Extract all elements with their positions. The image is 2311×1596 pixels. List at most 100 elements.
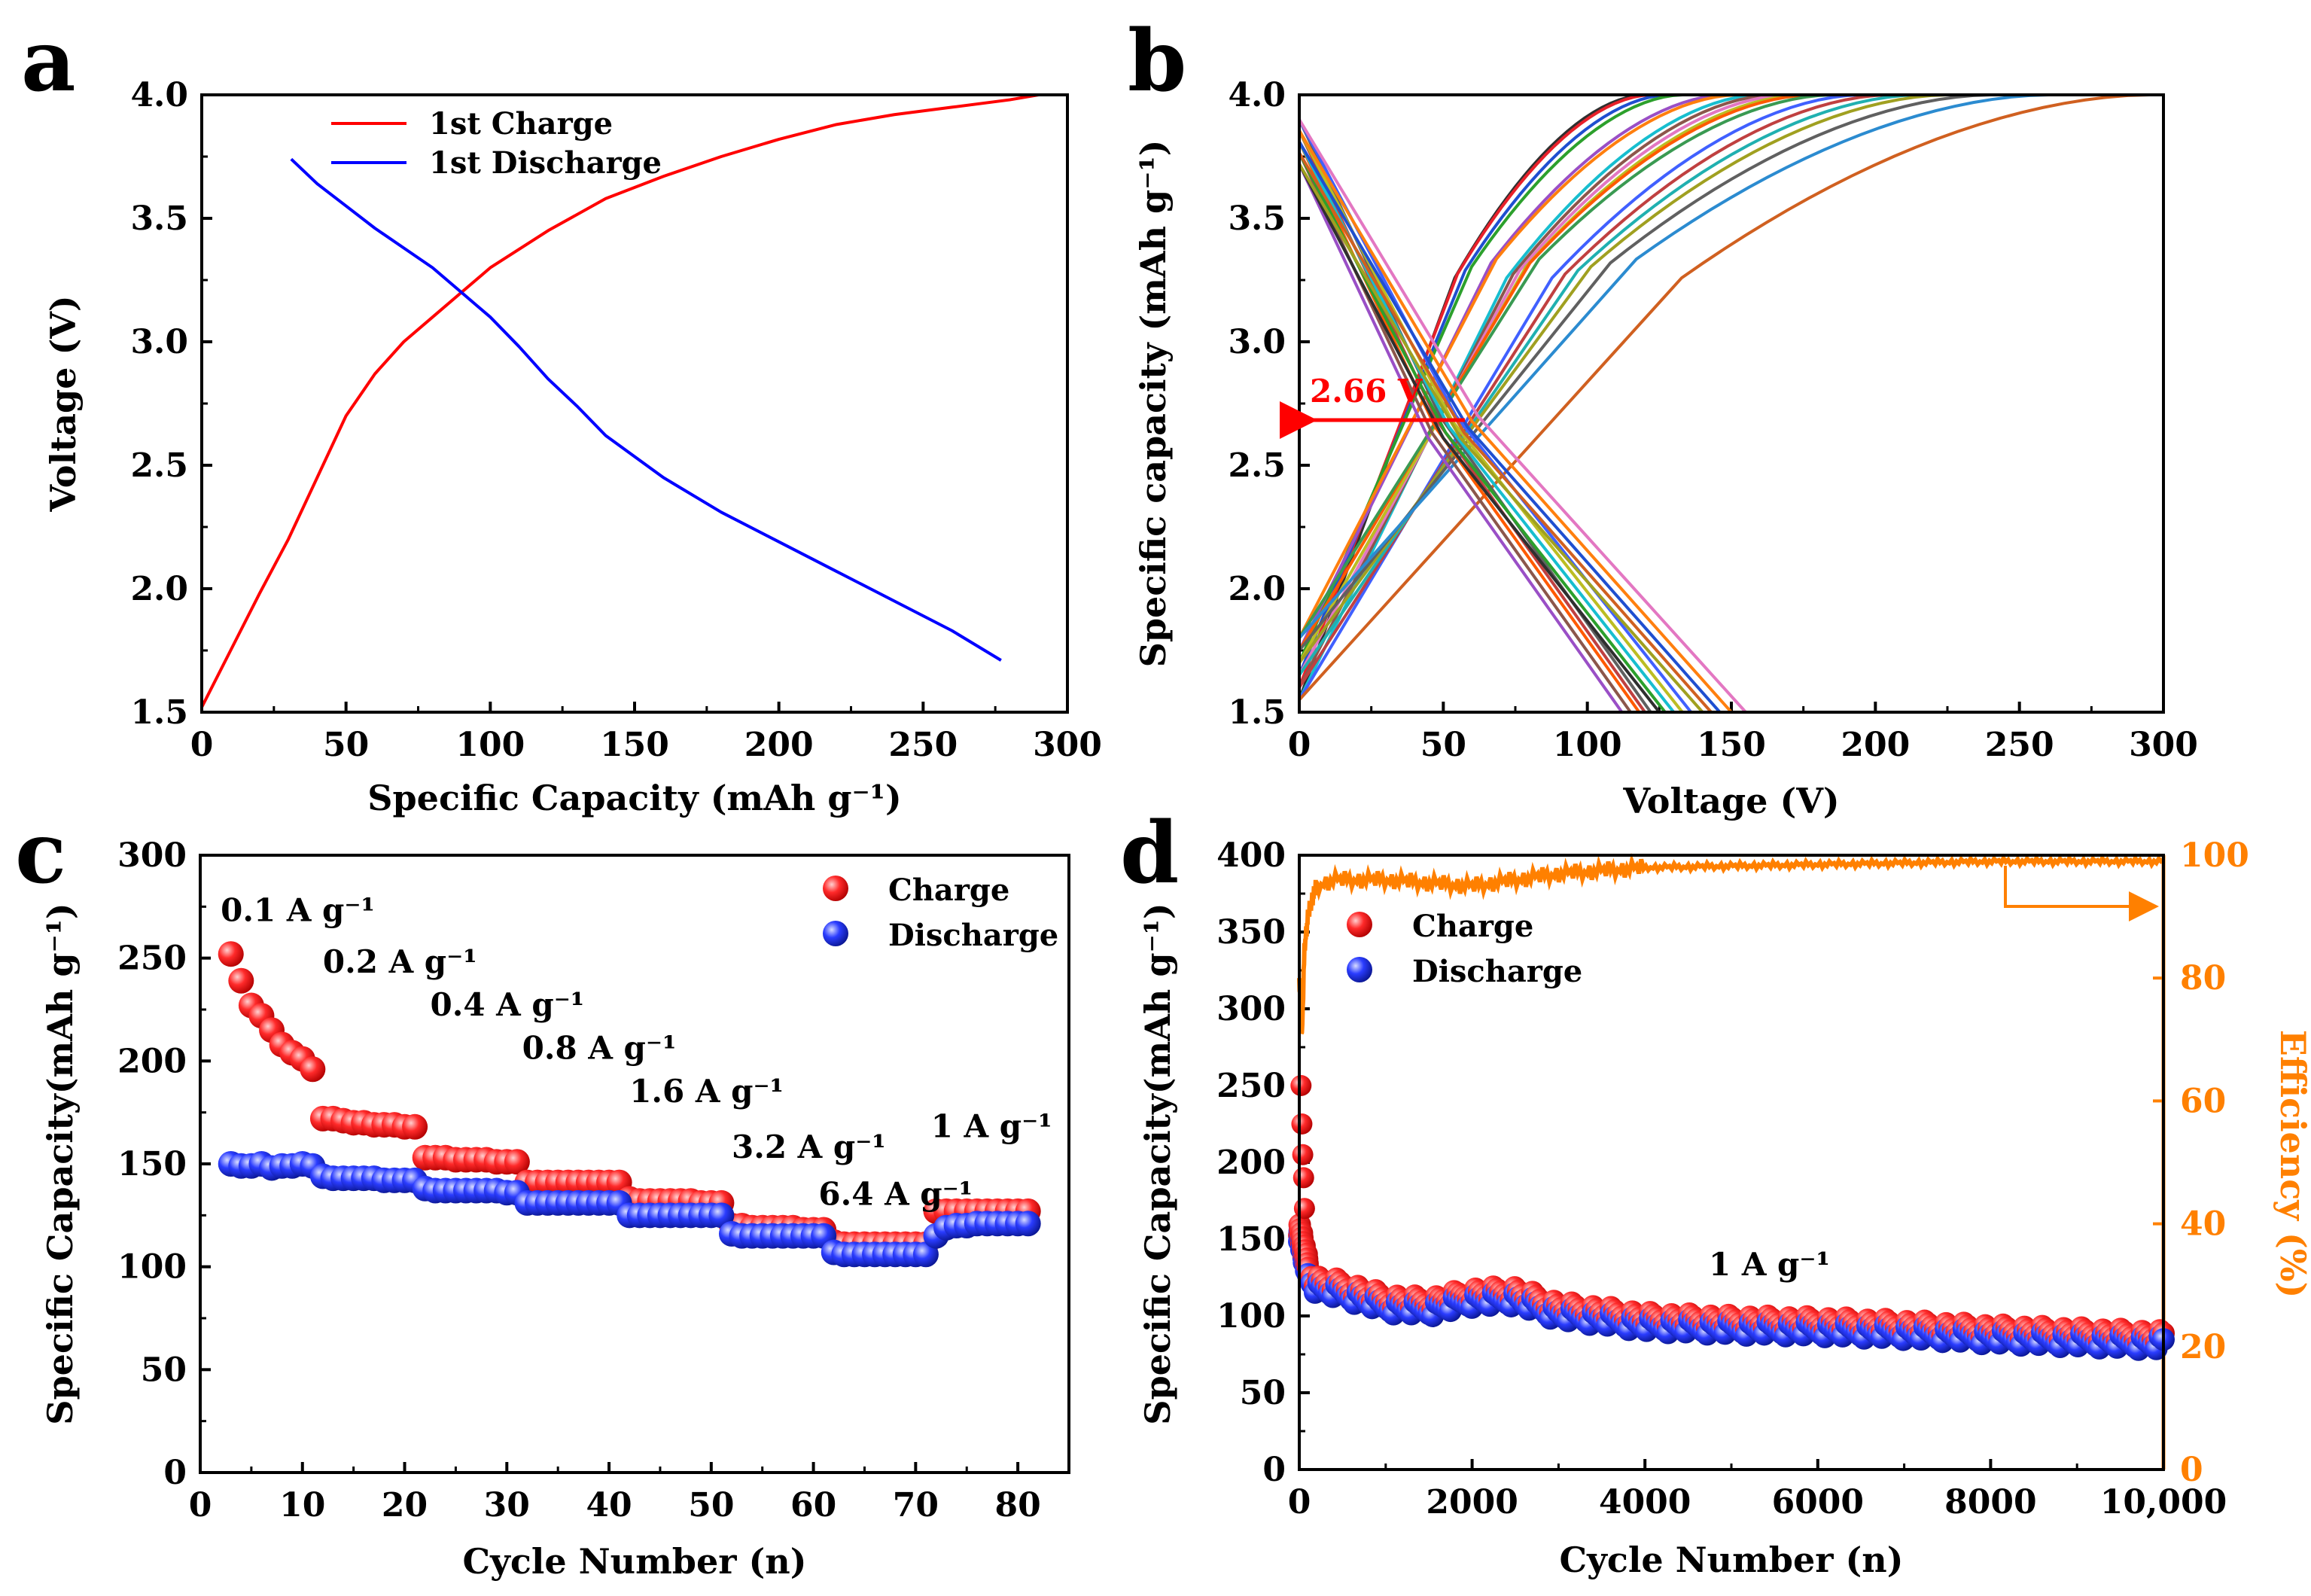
x-tick-label: 100: [1553, 726, 1622, 764]
panel-c-x-axis-title: Cycle Number (n): [463, 1541, 807, 1582]
panel-d-axes: 0 2000 4000 6000 8000 10,00005010015020025030…: [1216, 836, 2249, 1521]
charge-cycle-curve: [1298, 93, 1761, 701]
x-tick-label: 300: [2129, 726, 2198, 764]
x-tick-label: 100: [455, 726, 525, 764]
y2-tick-label: 0: [2180, 1451, 2203, 1489]
charge-cycle-curve: [1298, 93, 1833, 639]
panel-d-frame: [1298, 854, 2165, 1471]
y-tick-label: 3.5: [1228, 200, 1286, 238]
y2-tick-label: 80: [2180, 959, 2226, 998]
y-tick-label: 2.0: [1228, 570, 1286, 608]
rate-label: 0.4 A g⁻¹: [430, 986, 584, 1023]
panel-d-x-axis-title: Cycle Number (n): [1560, 1540, 1904, 1580]
charge-point: [402, 1113, 428, 1140]
panel-c-frame: [199, 854, 1070, 1474]
early-charge-point: [1292, 1144, 1314, 1165]
charge-point: [228, 967, 254, 994]
rate-label: 1.6 A g⁻¹: [629, 1073, 784, 1110]
charge-point: [218, 941, 244, 967]
x-tick-label: 10,000: [2100, 1483, 2227, 1521]
panel-a-axes: 0 50 100 150 200 250 300 1.5 2.0 2.5 3.0 3.5 4.0: [130, 76, 1101, 764]
panel-a: a 0 50 100 150 200 250 300 1.5 2.0 2.5 3.0 3.5 4.0 1…: [21, 12, 1102, 818]
x-tick-label: 80: [995, 1486, 1041, 1524]
x-tick-label: 250: [888, 726, 958, 764]
x-tick-label: 20: [382, 1486, 428, 1524]
y-tick-label: 150: [117, 1145, 187, 1183]
x-tick-label: 4000: [1599, 1483, 1691, 1521]
panel-b-x-axis-title: Voltage (V): [1622, 781, 1839, 821]
y-tick-label: 2.5: [130, 446, 188, 485]
x-tick-label: 200: [744, 726, 814, 764]
panel-a-x-axis-title: Specific Capacity (mAh g⁻¹): [367, 778, 901, 818]
panel-a-plot: [200, 93, 1040, 708]
charge-cycle-curve: [1298, 93, 1737, 639]
x-tick-label: 30: [484, 1486, 530, 1524]
rate-label: 0.1 A g⁻¹: [221, 891, 375, 928]
x-tick-label: 0: [190, 726, 214, 764]
y2-tick-label: 100: [2180, 836, 2249, 875]
discharge-curve: [290, 157, 1002, 662]
legend-marker-discharge-d: [1347, 957, 1372, 982]
charge-point: [504, 1149, 530, 1175]
y2-tick-label: 20: [2180, 1328, 2226, 1366]
charge-cycle-curve: [1298, 93, 1726, 651]
x-tick-label: 60: [790, 1486, 836, 1524]
x-tick-label: 150: [600, 726, 669, 764]
y-tick-label: 1.5: [130, 693, 188, 732]
y-tick-label: 4.0: [130, 76, 188, 114]
discharge-cycle-curve: [1298, 118, 1747, 714]
discharge-point: [1015, 1211, 1041, 1237]
x-tick-label: 200: [1841, 726, 1910, 764]
charge-cycle-curve: [1298, 93, 1775, 689]
efficiency-trace: [1297, 852, 2165, 1034]
discharge-cycle-curve: [1298, 163, 1704, 714]
efficiency-axis-arrow: [2004, 866, 2159, 921]
panel-letter-a: a: [21, 12, 76, 111]
charge-cycle-curve: [1298, 93, 1919, 676]
y-tick-label: 350: [1216, 913, 1286, 952]
x-tick-label: 50: [1420, 726, 1466, 764]
panel-d-plot: [1288, 852, 2175, 1361]
charge-cycle-curve: [1298, 93, 1789, 676]
rate-label: 0.2 A g⁻¹: [323, 943, 477, 980]
y-tick-label: 250: [1216, 1067, 1286, 1105]
y-tick-label: 400: [1216, 836, 1286, 875]
y-tick-label: 100: [117, 1248, 187, 1287]
y-tick-label: 0: [163, 1454, 187, 1492]
panel-b: b 0 50 100 150 200 250 300 1.5 2.0 2.5 3.0 3.5 4.0 2…: [1128, 12, 2198, 821]
y-tick-label: 3.5: [130, 200, 188, 238]
panel-letter-b: b: [1128, 12, 1186, 111]
y-tick-label: 300: [1216, 990, 1286, 1028]
panel-b-axes: 0 50 100 150 200 250 300 1.5 2.0 2.5 3.0 3.5 4.0: [1228, 76, 2197, 764]
y-tick-label: 150: [1216, 1220, 1286, 1259]
x-tick-label: 70: [893, 1486, 939, 1524]
y-tick-label: 0: [1262, 1451, 1286, 1489]
panel-c-rate-labels: 0.1 A g⁻¹ 0.2 A g⁻¹ 0.4 A g⁻¹ 0.8 A g⁻¹ 1.6 …: [221, 891, 1052, 1212]
y-tick-label: 50: [141, 1351, 187, 1389]
panel-c-y-axis-title: Specific Capacity(mAh g⁻¹): [40, 903, 81, 1424]
x-tick-label: 0: [189, 1486, 212, 1524]
voltage-annotation: 2.66 V: [1310, 373, 1423, 410]
charge-cycle-curve: [1298, 93, 2149, 701]
rate-label: 3.2 A g⁻¹: [732, 1128, 886, 1165]
legend-label-1st-charge: 1st Charge: [429, 106, 613, 142]
y-tick-label: 200: [1216, 1144, 1286, 1182]
panel-a-legend: 1st Charge 1st Discharge: [331, 106, 662, 181]
panel-c: c 0 10 20 30 40 50 60 70 80 0 50 100 150 200 250 300 Ch…: [15, 804, 1070, 1582]
x-tick-label: 0: [1288, 726, 1311, 764]
x-tick-label: 0: [1288, 1483, 1311, 1521]
x-tick-label: 40: [586, 1486, 632, 1524]
y-tick-label: 4.0: [1228, 76, 1286, 114]
y-tick-label: 250: [117, 940, 187, 978]
early-charge-point: [1290, 1075, 1312, 1096]
discharge-cycle-curve: [1298, 163, 1661, 714]
legend-marker-charge-d: [1347, 912, 1372, 937]
panel-c-axes: 0 10 20 30 40 50 60 70 80 0 50 100 150 200 250 300: [117, 836, 1041, 1524]
early-charge-point: [1293, 1167, 1314, 1189]
x-tick-label: 6000: [1772, 1483, 1864, 1521]
panel-b-plot: [1298, 93, 2149, 714]
legend-label-charge-d: Charge: [1412, 909, 1533, 944]
y-tick-label: 2.5: [1228, 446, 1286, 485]
panel-d: d 0 2000 4000 6000 8000 10,000050100150200250…: [1120, 804, 2311, 1580]
